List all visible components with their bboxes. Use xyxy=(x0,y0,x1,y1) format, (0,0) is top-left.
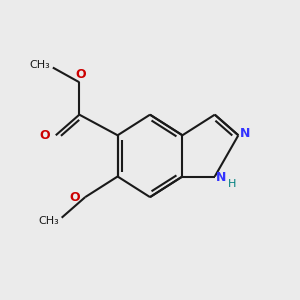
Text: N: N xyxy=(216,172,226,184)
Text: N: N xyxy=(240,127,250,140)
Text: CH₃: CH₃ xyxy=(38,216,59,226)
Text: O: O xyxy=(69,190,80,204)
Text: O: O xyxy=(76,68,86,81)
Text: H: H xyxy=(228,179,236,189)
Text: O: O xyxy=(40,129,50,142)
Text: CH₃: CH₃ xyxy=(29,60,50,70)
